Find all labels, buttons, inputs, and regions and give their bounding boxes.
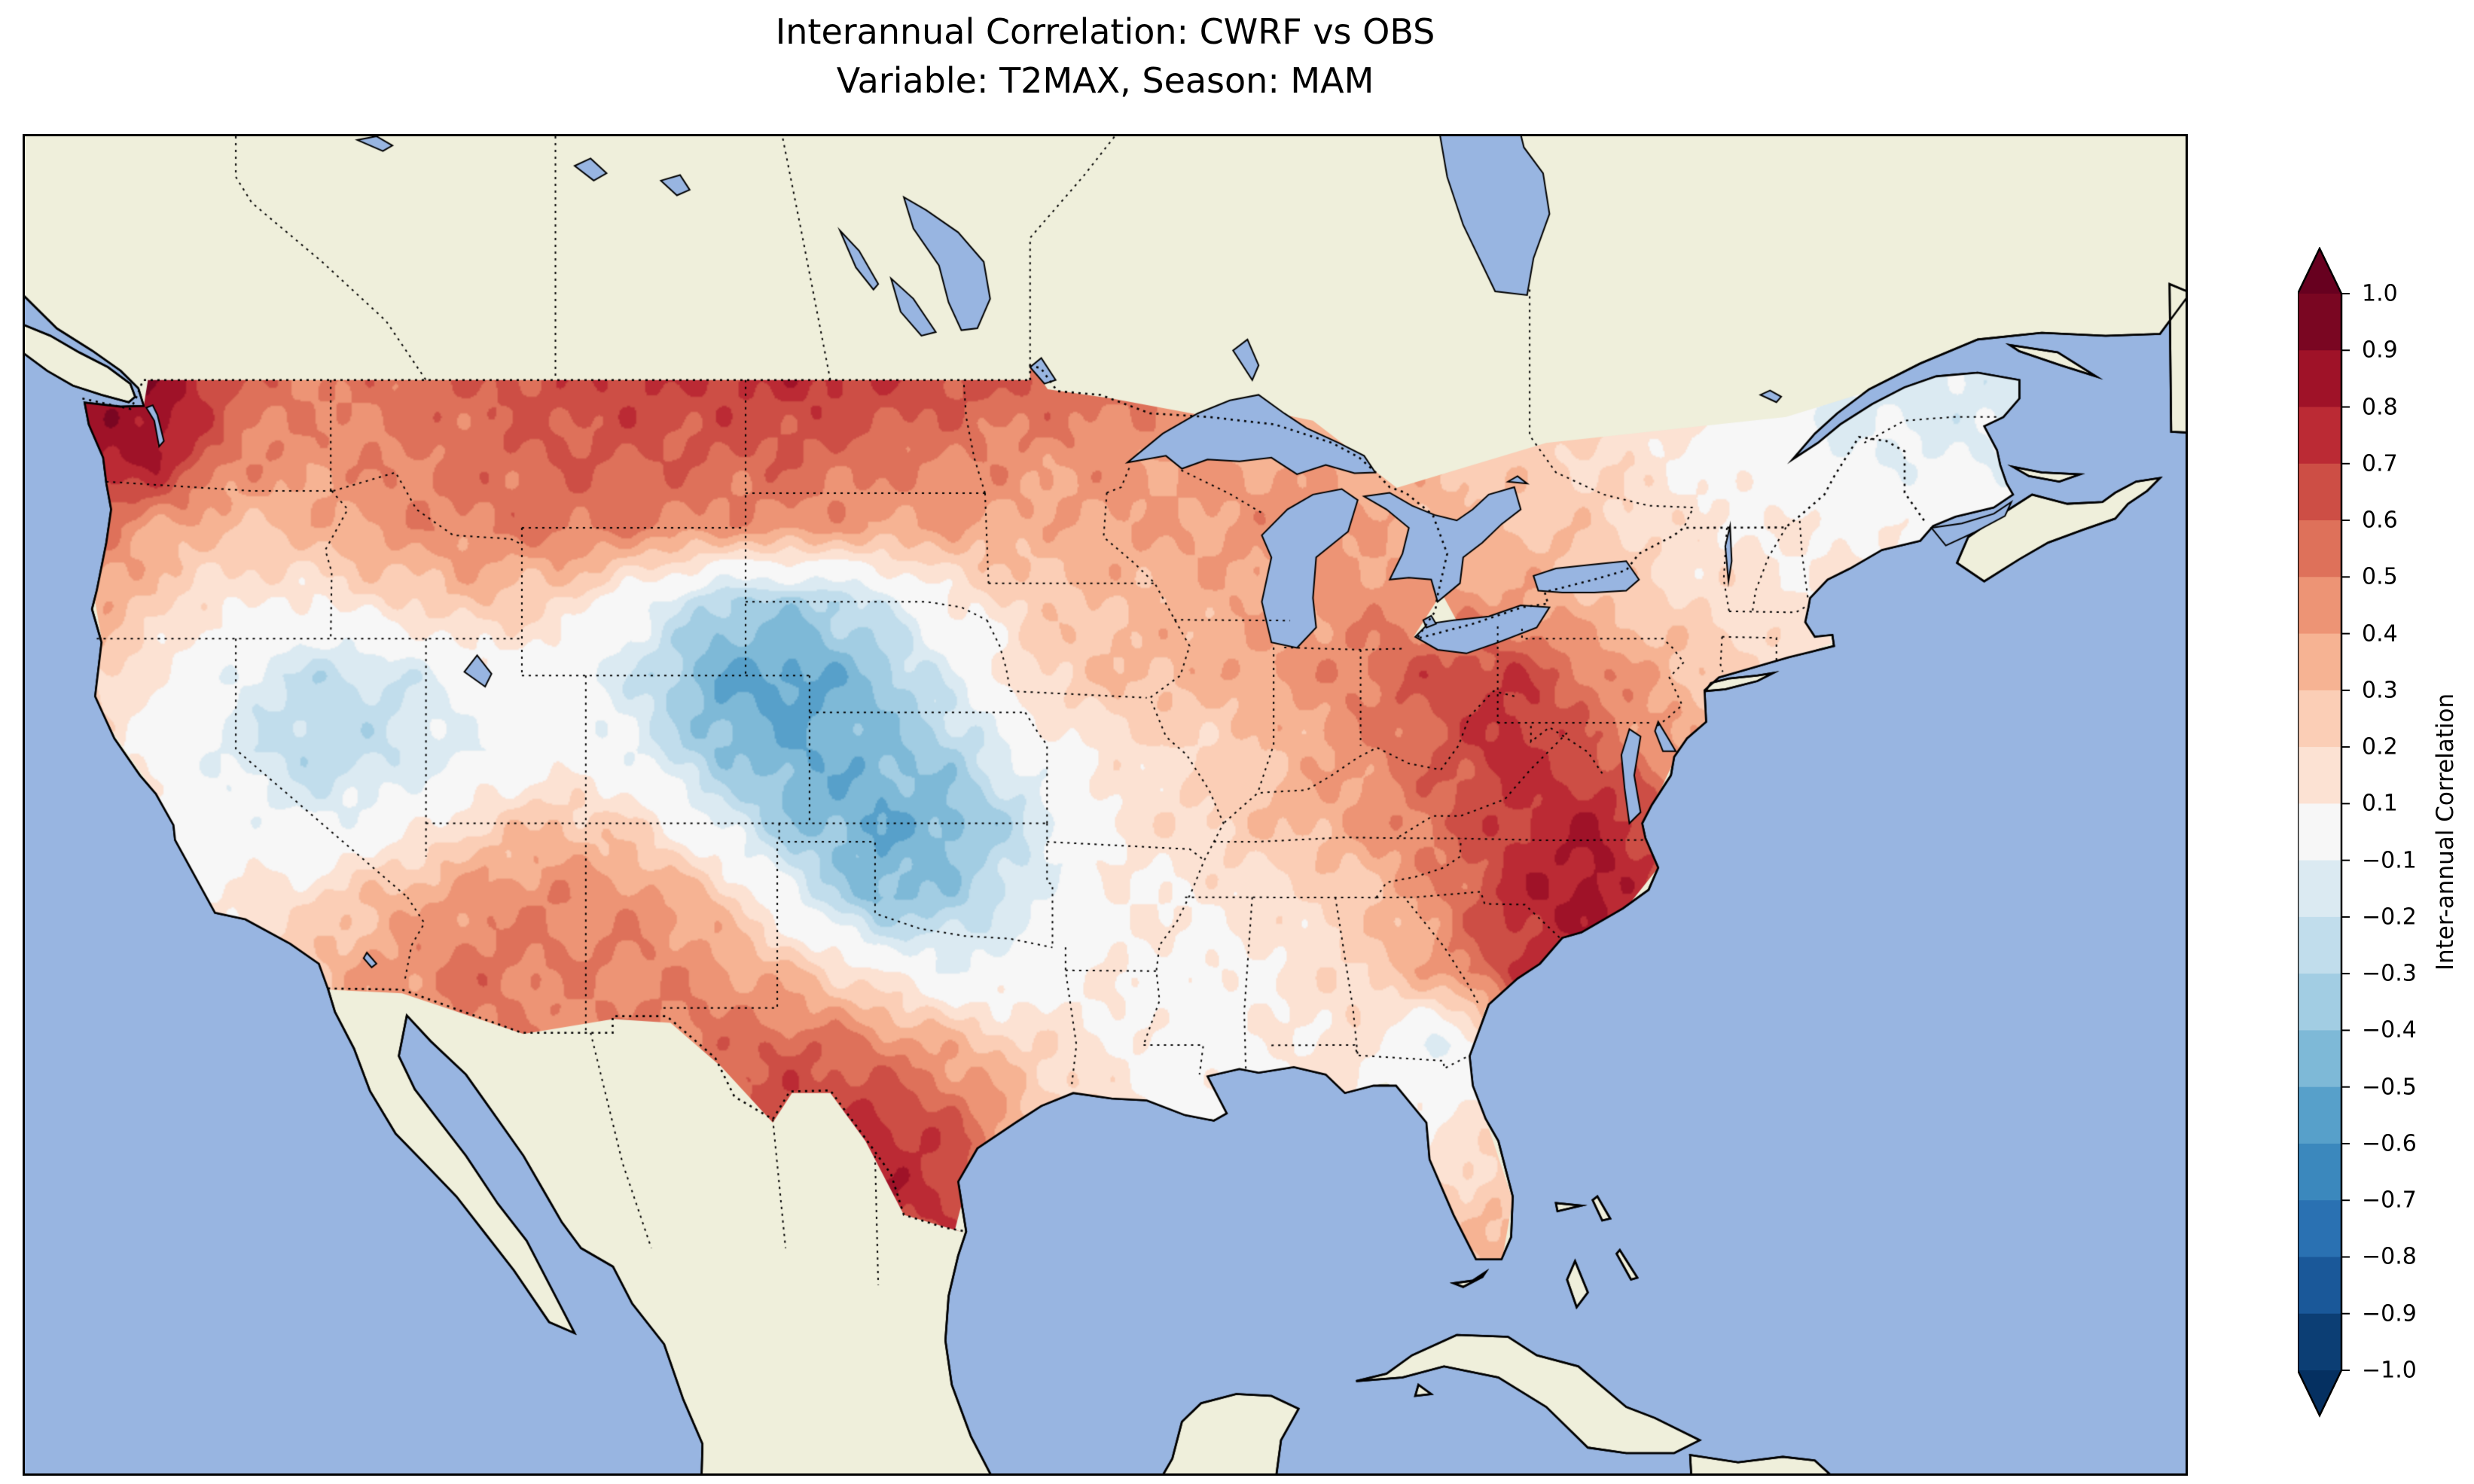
colorbar-tick-label: −0.6: [2362, 1130, 2417, 1157]
colorbar-tick-label: 0.7: [2362, 450, 2398, 477]
map-panel: [23, 134, 2188, 1476]
colorbar-tick-label: 0.3: [2362, 677, 2398, 704]
colorbar-tick-label: 0.2: [2362, 733, 2398, 760]
title-line-1: Interannual Correlation: CWRF vs OBS: [775, 11, 1435, 52]
colorbar-svg: [2298, 247, 2350, 1418]
colorbar-tick-label: −1.0: [2362, 1357, 2417, 1384]
colorbar-tick-label: 0.6: [2362, 507, 2398, 534]
title-line-2: Variable: T2MAX, Season: MAM: [836, 60, 1374, 102]
colorbar-tick-label: −0.7: [2362, 1187, 2417, 1214]
colorbar-tick-label: 1.0: [2362, 280, 2398, 307]
colorbar-tick-label: 0.9: [2362, 337, 2398, 364]
colorbar-tick-label: −0.8: [2362, 1243, 2417, 1270]
colorbar-tick-label: −0.9: [2362, 1300, 2417, 1327]
colorbar-tick-label: −0.4: [2362, 1016, 2417, 1044]
colorbar-tick-label: −0.1: [2362, 847, 2417, 874]
colorbar-axis-label: Inter-annual Correlation: [2432, 693, 2459, 971]
colorbar-tick-label: −0.2: [2362, 904, 2417, 931]
figure-title: Interannual Correlation: CWRF vs OBS Var…: [23, 8, 2188, 106]
colorbar-tick-label: −0.3: [2362, 960, 2417, 987]
colorbar-tick-label: 0.5: [2362, 563, 2398, 590]
colorbar-tick-label: 0.4: [2362, 620, 2398, 648]
colorbar-tick-label: 0.1: [2362, 790, 2398, 817]
colorbar-tick-label: 0.8: [2362, 394, 2398, 421]
map-canvas: [25, 136, 2186, 1473]
colorbar-tick-label: −0.5: [2362, 1074, 2417, 1101]
